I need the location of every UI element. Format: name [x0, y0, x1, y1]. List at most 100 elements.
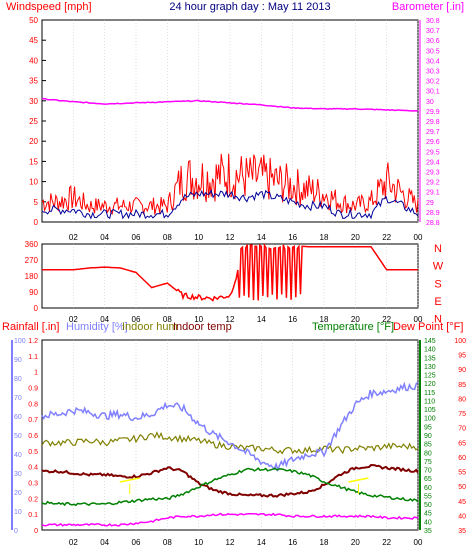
- rainfall-tick-label: 0.7: [28, 417, 38, 424]
- direction-tick-label: 180: [25, 272, 39, 281]
- x-tick-label: 06: [132, 233, 141, 242]
- barometer-tick-label: 30: [426, 99, 434, 106]
- graph-title: 24 hour graph day : May 11 2013: [169, 1, 330, 13]
- direction-tick-label: 270: [25, 256, 39, 265]
- barometer-tick-label: 29.8: [426, 119, 440, 126]
- temperature-tick-label: 65: [424, 476, 432, 483]
- barometer-tick-label: 30.5: [426, 48, 440, 55]
- windspeed-tick-label: 30: [29, 97, 38, 106]
- barometer-tick-label: 30.2: [426, 79, 440, 86]
- barometer-tick-label: 30.7: [426, 28, 440, 35]
- x-tick-label: 20: [351, 315, 360, 324]
- x-tick-label: 16: [288, 233, 297, 242]
- x-tick-label: 14: [257, 538, 266, 547]
- temperature-tick-label: 75: [424, 459, 432, 466]
- dewpoint-tick-label: 70: [458, 426, 466, 433]
- x-tick-label: 14: [257, 315, 266, 324]
- x-tick-label: 00: [414, 233, 423, 242]
- rainfall-tick-label: 0.2: [28, 496, 38, 503]
- windspeed-tick-label: 0: [34, 218, 39, 227]
- barometer-line: [41, 97, 418, 112]
- humidity-tick-label: 70: [14, 395, 22, 402]
- rainfall-tick-label: 1.2: [28, 338, 38, 345]
- rainfall-tick-label: 1.1: [28, 354, 38, 361]
- x-tick-label: 10: [194, 233, 203, 242]
- dewpoint-tick-label: 90: [458, 367, 466, 374]
- temperature-tick-label: 45: [424, 511, 432, 518]
- windspeed-tick-label: 35: [29, 77, 38, 86]
- x-tick-label: 08: [163, 538, 172, 547]
- x-tick-label: 20: [351, 233, 360, 242]
- dewpoint-tick-label: 65: [458, 440, 466, 447]
- direction-tick-label: 0: [34, 304, 39, 313]
- direction-tick-label: 360: [25, 240, 39, 249]
- windspeed-tick-label: 15: [29, 157, 38, 166]
- temperature-tick-label: 70: [424, 468, 432, 475]
- x-tick-label: 02: [69, 233, 78, 242]
- rainfall-tick-label: 0.1: [28, 512, 38, 519]
- x-tick-label: 08: [163, 315, 172, 324]
- temperature-tick-label: 110: [424, 398, 435, 405]
- barometer-tick-label: 30.4: [426, 58, 440, 65]
- indoor-temp-legend: Indoor temp: [173, 321, 232, 333]
- rainfall-tick-label: 1: [34, 370, 38, 377]
- humidity-legend: Humidity [%]: [66, 321, 128, 333]
- x-tick-label: 00: [414, 315, 423, 324]
- x-tick-label: 06: [132, 315, 141, 324]
- temperature-line: [41, 467, 419, 507]
- barometer-tick-label: 29.7: [426, 129, 440, 136]
- dewpoint-tick-label: 35: [458, 528, 466, 535]
- rainfall-legend: Rainfall [.in]: [2, 321, 59, 333]
- humidity-tick-label: 100: [14, 338, 26, 345]
- dewpoint-tick-label: 80: [458, 396, 466, 403]
- dewpoint-tick-label: 85: [458, 382, 466, 389]
- windspeed-tick-label: 40: [29, 56, 38, 65]
- compass-label: N: [434, 243, 442, 255]
- windspeed-peak-line: [41, 153, 419, 215]
- humidity-line: [41, 381, 419, 473]
- x-tick-label: 10: [194, 538, 203, 547]
- dewpoint-tick-label: 45: [458, 499, 466, 506]
- humidity-tick-label: 80: [14, 376, 22, 383]
- x-tick-label: 12: [226, 538, 235, 547]
- barometer-tick-label: 29.2: [426, 180, 440, 187]
- x-tick-label: 18: [320, 315, 329, 324]
- temperature-tick-label: 55: [424, 493, 432, 500]
- plot-layer: 0510152025303540455028.828.92929.129.229…: [11, 16, 466, 547]
- x-tick-label: 04: [100, 315, 109, 324]
- humidity-tick-label: 30: [14, 471, 22, 478]
- windspeed-tick-label: 5: [34, 198, 39, 207]
- indoor-hum-legend: Indoor hum: [122, 321, 178, 333]
- x-tick-label: 02: [69, 538, 78, 547]
- humidity-tick-label: 20: [14, 490, 22, 497]
- temperature-tick-label: 105: [424, 407, 436, 414]
- x-tick-label: 04: [100, 538, 109, 547]
- x-tick-label: 12: [226, 233, 235, 242]
- windspeed-tick-label: 10: [29, 178, 38, 187]
- humidity-tick-label: 40: [14, 452, 22, 459]
- solar-marker: [348, 477, 369, 483]
- barometer-tick-label: 29.4: [426, 159, 440, 166]
- temperature-tick-label: 100: [424, 416, 436, 423]
- barometer-axis-label: Barometer [.in]: [392, 1, 464, 13]
- barometer-tick-label: 29.3: [426, 170, 440, 177]
- x-tick-label: 16: [288, 315, 297, 324]
- temperature-tick-label: 125: [424, 373, 436, 380]
- rainfall-tick-label: 0.3: [28, 481, 38, 488]
- rainfall-tick-label: 0.6: [28, 433, 38, 440]
- dewpoint-tick-label: 50: [458, 484, 466, 491]
- solar-marker: [119, 477, 140, 483]
- dewpoint-tick-label: 40: [458, 513, 466, 520]
- barometer-tick-label: 28.9: [426, 210, 440, 217]
- rainfall-tick-label: 0.4: [28, 465, 38, 472]
- x-tick-label: 16: [288, 538, 297, 547]
- x-tick-label: 22: [382, 538, 391, 547]
- rainfall-tick-label: 0: [34, 528, 38, 535]
- dewpoint-legend: Dew Point [°F]: [393, 321, 463, 333]
- x-tick-label: 00: [414, 538, 423, 547]
- barometer-tick-label: 29: [426, 200, 434, 207]
- dewpoint-tick-label: 55: [458, 470, 466, 477]
- barometer-tick-label: 30.3: [426, 69, 440, 76]
